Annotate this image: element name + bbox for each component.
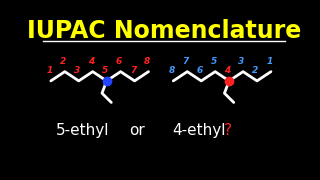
Text: 8: 8 <box>169 66 175 75</box>
Text: ?: ? <box>224 123 232 138</box>
Text: 4: 4 <box>224 66 231 75</box>
Text: 8: 8 <box>144 57 150 66</box>
Text: 7: 7 <box>130 66 136 75</box>
Text: 4-ethyl: 4-ethyl <box>172 123 226 138</box>
Text: IUPAC Nomenclature: IUPAC Nomenclature <box>27 19 301 43</box>
Text: 6: 6 <box>116 57 122 66</box>
Text: 5-ethyl: 5-ethyl <box>56 123 109 138</box>
Text: 2: 2 <box>60 57 66 66</box>
Text: 5: 5 <box>102 66 108 75</box>
Text: 5: 5 <box>211 57 217 66</box>
Text: 3: 3 <box>238 57 244 66</box>
Text: 3: 3 <box>74 66 80 75</box>
Text: 1: 1 <box>266 57 273 66</box>
Text: 7: 7 <box>183 57 189 66</box>
Text: or: or <box>129 123 145 138</box>
Text: 6: 6 <box>196 66 203 75</box>
Text: 2: 2 <box>252 66 259 75</box>
Text: 4: 4 <box>88 57 94 66</box>
Text: 1: 1 <box>46 66 52 75</box>
